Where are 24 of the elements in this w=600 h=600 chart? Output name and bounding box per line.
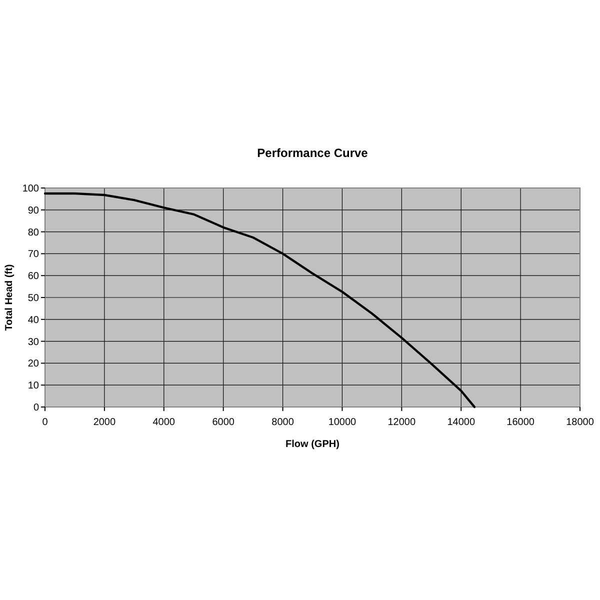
y-tick-label: 50 <box>28 293 40 304</box>
x-tick-label: 10000 <box>328 417 357 428</box>
y-tick-label: 80 <box>28 227 40 238</box>
x-tick-label: 4000 <box>152 417 176 428</box>
x-tick-label: 2000 <box>93 417 116 428</box>
chart-title: Performance Curve <box>257 146 368 160</box>
y-tick-label: 100 <box>22 184 40 194</box>
x-tick-label: 12000 <box>388 417 416 428</box>
y-tick-label: 90 <box>28 205 40 216</box>
y-tick-label: 60 <box>28 271 40 282</box>
x-tick-label: 18000 <box>566 417 594 428</box>
y-tick-label: 70 <box>28 249 40 260</box>
x-axis-title: Flow (GPH) <box>286 439 340 450</box>
y-tick-label: 0 <box>33 402 40 414</box>
y-tick-label: 40 <box>28 314 40 326</box>
y-axis-title: Total Head (ft) <box>4 264 15 331</box>
x-tick-label: 0 <box>42 417 48 428</box>
y-tick-label: 10 <box>28 380 40 392</box>
y-tick-label: 20 <box>28 358 40 370</box>
x-tick-label: 8000 <box>272 417 294 428</box>
x-tick-label: 14000 <box>447 417 476 428</box>
y-tick-label: 30 <box>28 336 40 348</box>
x-tick-label: 6000 <box>212 417 235 428</box>
x-tick-label: 16000 <box>506 417 535 428</box>
